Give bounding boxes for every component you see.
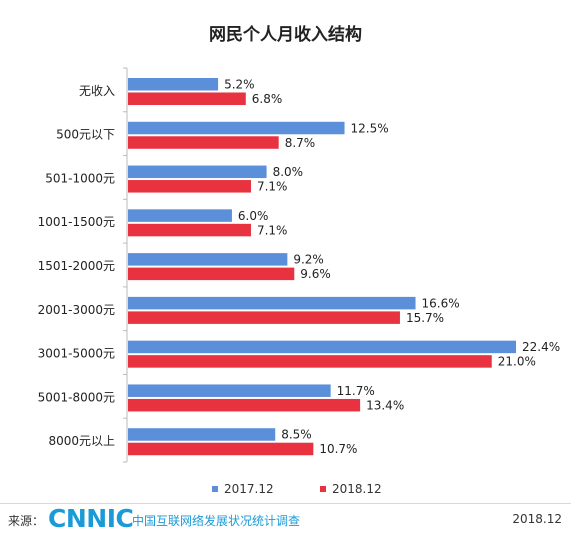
- bar-2017: [128, 209, 232, 222]
- data-label: 11.7%: [337, 384, 375, 398]
- bar-2017: [128, 340, 516, 354]
- data-label: 7.1%: [257, 180, 288, 194]
- data-label: 8.0%: [273, 165, 304, 179]
- category-label: 1001-1500元: [38, 215, 115, 229]
- bar-2018: [128, 92, 246, 105]
- bar-2018: [128, 355, 492, 368]
- bar-2017: [128, 165, 267, 179]
- data-label: 7.1%: [257, 223, 288, 237]
- data-label: 12.5%: [351, 121, 389, 135]
- footer-source-label: 来源：: [8, 514, 45, 528]
- bar-2017: [128, 121, 345, 135]
- bar-2018: [128, 398, 361, 412]
- data-label: 13.4%: [366, 398, 404, 412]
- bar-2017: [128, 384, 331, 397]
- footer-org-name: 中国互联网络发展状况统计调查: [132, 514, 301, 528]
- category-label: 无收入: [79, 84, 115, 98]
- bar-2018: [128, 180, 251, 193]
- bar-2018: [128, 223, 251, 237]
- data-label: 9.6%: [300, 267, 331, 281]
- legend-item-2018: 2018.12: [320, 482, 382, 496]
- legend-swatch-2018: [320, 486, 326, 492]
- data-label: 6.0%: [238, 209, 269, 223]
- bar-2018: [128, 267, 295, 281]
- cnnic-logo: CNNIC: [48, 504, 134, 533]
- category-label: 500元以下: [56, 128, 115, 142]
- footer-date: 2018.12: [512, 512, 562, 526]
- data-label: 9.2%: [293, 253, 324, 267]
- category-label: 5001-8000元: [38, 390, 115, 404]
- category-label: 8000元以上: [48, 434, 115, 448]
- data-label: 22.4%: [522, 340, 560, 354]
- data-label: 8.5%: [281, 428, 312, 442]
- footer-divider: [0, 503, 571, 504]
- legend-item-2017: 2017.12: [212, 482, 274, 496]
- legend-label-2017: 2017.12: [224, 482, 274, 496]
- category-label: 3001-5000元: [38, 347, 115, 361]
- bar-2017: [128, 78, 219, 91]
- data-label: 5.2%: [224, 78, 255, 92]
- bar-2017: [128, 428, 276, 441]
- bar-2017: [128, 296, 416, 310]
- data-label: 6.8%: [252, 92, 282, 106]
- category-label: 1501-2000元: [38, 259, 115, 273]
- category-label: 2001-3000元: [38, 303, 115, 317]
- data-label: 16.6%: [422, 296, 460, 310]
- data-label: 15.7%: [406, 311, 444, 325]
- legend-label-2018: 2018.12: [332, 482, 382, 496]
- bar-2018: [128, 442, 314, 456]
- category-label: 501-1000元: [45, 171, 115, 185]
- chart-title: 网民个人月收入结构: [209, 25, 362, 45]
- legend-swatch-2017: [212, 486, 218, 492]
- bar-2018: [128, 311, 400, 324]
- data-label: 21.0%: [498, 355, 536, 369]
- bar-2017: [128, 253, 288, 266]
- data-label: 8.7%: [285, 136, 316, 150]
- data-label: 10.7%: [319, 442, 357, 456]
- bar-2018: [128, 136, 279, 149]
